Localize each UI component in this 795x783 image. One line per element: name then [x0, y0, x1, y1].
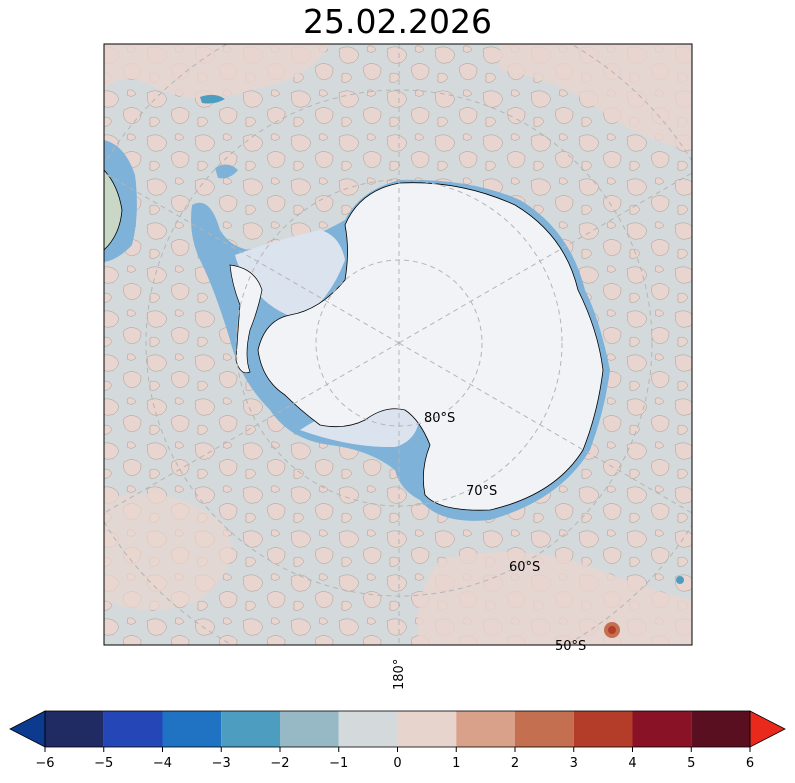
colorbar-bin — [397, 711, 457, 747]
colorbar-tick-label: −4 — [153, 756, 172, 771]
colorbar-tick-label: −2 — [270, 756, 289, 771]
colorbar-bin — [691, 711, 750, 747]
colorbar-tick-label: 1 — [452, 756, 460, 771]
graticule — [104, 44, 692, 645]
colorbar-bin — [45, 711, 104, 747]
colorbar-tick-label: −1 — [329, 756, 348, 771]
lat-label-50s: 50°S — [555, 639, 586, 654]
anomaly-region — [104, 44, 330, 99]
colorbar-bin — [162, 711, 222, 747]
antarctica-ice-sheet — [257, 182, 604, 511]
ross-ice-shelf — [300, 398, 420, 448]
colorbar-bin — [280, 711, 339, 747]
anomaly-region — [500, 44, 692, 150]
colorbar-tick-label: 4 — [628, 756, 636, 771]
colorbar-tick-label: −3 — [212, 756, 231, 771]
south-america-land — [104, 169, 123, 251]
colorbar-tick-label: 5 — [687, 756, 695, 771]
colorbar-bins — [45, 711, 750, 747]
colorbar-tick-label: 2 — [511, 756, 519, 771]
map-title: 25.02.2026 — [303, 2, 492, 41]
anomaly-spot — [608, 626, 616, 634]
anomaly-region — [104, 493, 232, 610]
lon-label-180: 180° — [392, 659, 407, 690]
lat-label-80s: 80°S — [424, 411, 455, 426]
lat-label-60s: 60°S — [509, 560, 540, 575]
colorbar-tick-label: 0 — [393, 756, 401, 771]
colorbar-bin — [456, 711, 515, 747]
sea-ice-patch — [215, 164, 238, 179]
colorbar-bin — [221, 711, 280, 747]
colorbar-extend-high — [749, 710, 786, 748]
colorbar-tick-label: 3 — [570, 756, 578, 771]
colorbar-extend-low — [9, 710, 46, 748]
anomaly-patch — [200, 94, 225, 104]
antarctic-map: 80°S 70°S 60°S 50°S 180° — [103, 43, 693, 690]
anomaly-region — [417, 552, 692, 645]
colorbar-tick-label: −5 — [94, 756, 113, 771]
lat-label-70s: 70°S — [466, 484, 497, 499]
colorbar-ticks: −6 −5 −4 −3 −2 −1 0 1 2 3 4 5 6 — [35, 747, 754, 771]
colorbar-bin — [103, 711, 163, 747]
anomaly-spot — [676, 576, 684, 584]
map-frame — [103, 43, 693, 646]
weddell-ice-shelf — [235, 230, 345, 320]
colorbar-bin — [338, 711, 398, 747]
colorbar-tick-label: 6 — [746, 756, 754, 771]
colorbar-bin — [515, 711, 574, 747]
colorbar-bin — [573, 711, 633, 747]
colorbar-bin — [632, 711, 692, 747]
colorbar-tick-label: −6 — [35, 756, 54, 771]
